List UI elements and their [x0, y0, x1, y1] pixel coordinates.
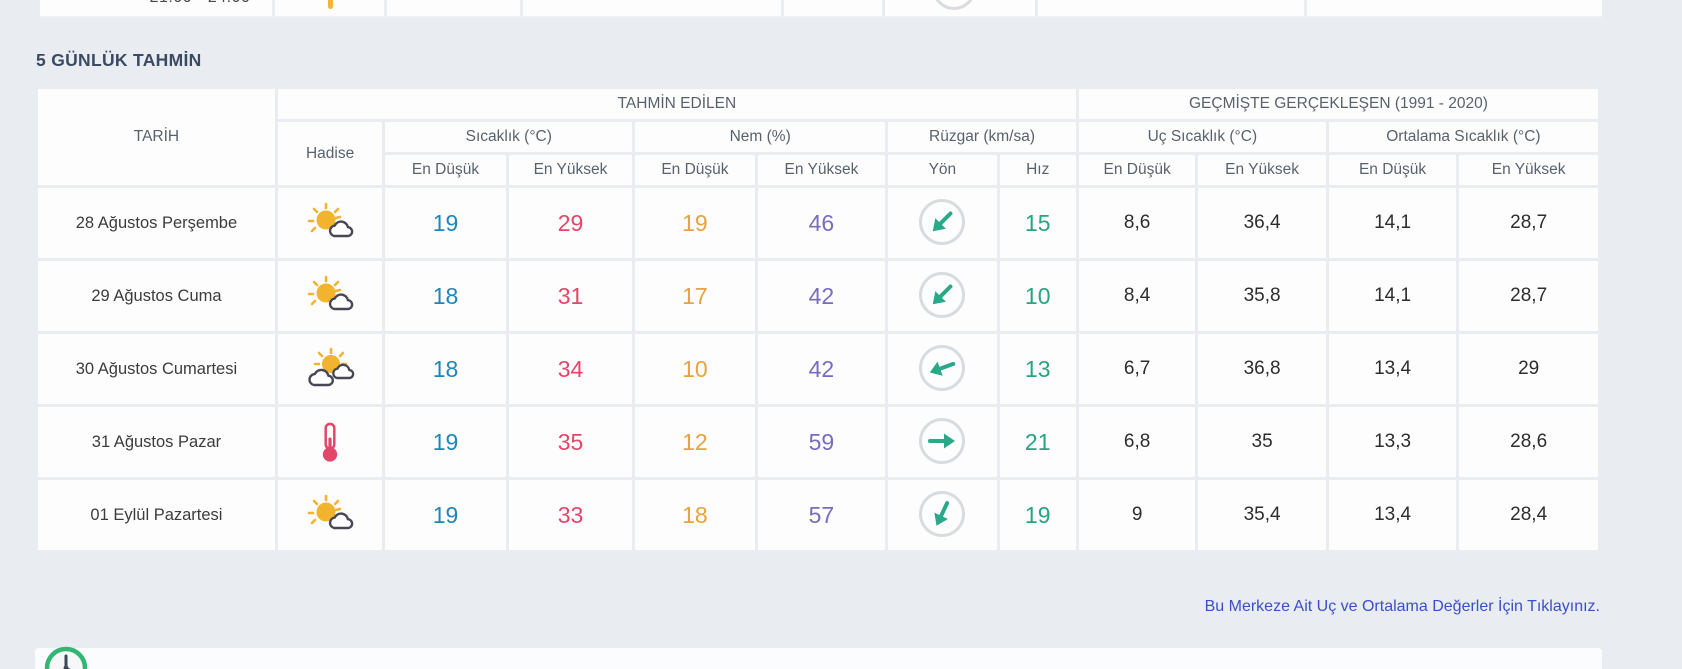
wind-direction-icon [888, 480, 997, 550]
temp-min-value: 18 [385, 261, 506, 331]
sun-behind-cloud-icon [277, 261, 383, 331]
temp-max-value: 33 [508, 480, 633, 550]
subheader-temp-max: En Yüksek [508, 155, 633, 185]
sun-with-clouds-icon [277, 334, 383, 404]
subheader-extreme-max: En Yüksek [1198, 155, 1326, 185]
group-header-predicted: TAHMİN EDİLEN [277, 89, 1076, 119]
forecast-row: 30 Ağustos Cumartesi 18 34 10 42 13 6,7 … [38, 334, 1598, 404]
humidity-min-value: 17 [635, 261, 755, 331]
average-max-value: 28,6 [1459, 407, 1598, 477]
subheader-average-max: En Yüksek [1459, 155, 1598, 185]
subheader-humidity-max: En Yüksek [757, 155, 886, 185]
temp-max-value: 31 [508, 261, 633, 331]
wind-speed-value: 13 [999, 334, 1076, 404]
wind-direction-icon [888, 407, 997, 477]
column-header-humidity: Nem (%) [635, 122, 886, 152]
subheader-temp-min: En Düşük [385, 155, 506, 185]
forecast-row: 31 Ağustos Pazar 19 35 12 59 21 6,8 35 1… [38, 407, 1598, 477]
subheader-extreme-min: En Düşük [1078, 155, 1196, 185]
temp-max-value: 35 [508, 407, 633, 477]
thermometer-icon [277, 407, 383, 477]
extreme-max-value: 35,4 [1198, 480, 1326, 550]
clock-icon [43, 645, 89, 669]
wind-speed-value: 19 [999, 480, 1076, 550]
average-min-value: 13,3 [1328, 407, 1457, 477]
average-max-value: 28,7 [1459, 188, 1598, 258]
forecast-row: 29 Ağustos Cuma 18 31 17 42 10 8,4 35,8 … [38, 261, 1598, 331]
extreme-max-value: 36,4 [1198, 188, 1326, 258]
humidity-min-value: 10 [635, 334, 755, 404]
average-min-value: 14,1 [1328, 261, 1457, 331]
wind-speed-value: 15 [999, 188, 1076, 258]
subheader-wind-direction: Yön [888, 155, 997, 185]
wind-speed-value: 21 [999, 407, 1076, 477]
subheader-average-min: En Düşük [1328, 155, 1457, 185]
average-max-value: 28,7 [1459, 261, 1598, 331]
humidity-max-value: 59 [757, 407, 886, 477]
partial-wind-direction-icon [932, 0, 976, 10]
forecast-row: 28 Ağustos Perşembe 19 29 19 46 15 8,6 3… [38, 188, 1598, 258]
humidity-max-value: 42 [757, 261, 886, 331]
partial-weather-icon [328, 0, 333, 9]
column-header-date: TARİH [38, 89, 275, 185]
temp-max-value: 29 [508, 188, 633, 258]
wind-direction-icon [888, 188, 997, 258]
extreme-min-value: 6,7 [1078, 334, 1196, 404]
hourly-table-partial-row: 21:00 - 24:00 [40, 0, 1602, 18]
forecast-date: 01 Eylül Pazartesi [38, 480, 275, 550]
subheader-humidity-min: En Düşük [635, 155, 755, 185]
humidity-max-value: 42 [757, 334, 886, 404]
temp-min-value: 19 [385, 407, 506, 477]
temp-min-value: 19 [385, 480, 506, 550]
column-header-extreme-temp: Uç Sıcaklık (°C) [1078, 122, 1326, 152]
average-min-value: 13,4 [1328, 480, 1457, 550]
temp-max-value: 34 [508, 334, 633, 404]
temp-min-value: 18 [385, 334, 506, 404]
column-header-average-temp: Ortalama Sıcaklık (°C) [1328, 122, 1598, 152]
extreme-max-value: 35 [1198, 407, 1326, 477]
group-header-historical: GEÇMİŞTE GERÇEKLEŞEN (1991 - 2020) [1078, 89, 1598, 119]
humidity-min-value: 12 [635, 407, 755, 477]
extreme-min-value: 6,8 [1078, 407, 1196, 477]
humidity-min-value: 19 [635, 188, 755, 258]
average-max-value: 29 [1459, 334, 1598, 404]
extreme-max-value: 35,8 [1198, 261, 1326, 331]
column-header-temperature: Sıcaklık (°C) [385, 122, 633, 152]
extreme-min-value: 9 [1078, 480, 1196, 550]
forecast-date: 31 Ağustos Pazar [38, 407, 275, 477]
forecast-row: 01 Eylül Pazartesi 19 33 18 57 19 9 35,4… [38, 480, 1598, 550]
wind-direction-icon [888, 261, 997, 331]
historical-values-link[interactable]: Bu Merkeze Ait Uç ve Ortalama Değerler İ… [1204, 598, 1600, 615]
average-max-value: 28,4 [1459, 480, 1598, 550]
forecast-date: 30 Ağustos Cumartesi [38, 334, 275, 404]
extreme-min-value: 8,4 [1078, 261, 1196, 331]
humidity-max-value: 46 [757, 188, 886, 258]
extreme-min-value: 8,6 [1078, 188, 1196, 258]
subheader-wind-speed: Hız [999, 155, 1076, 185]
column-header-wind: Rüzgar (km/sa) [888, 122, 1076, 152]
sun-behind-cloud-icon [277, 480, 383, 550]
humidity-min-value: 18 [635, 480, 755, 550]
temp-min-value: 19 [385, 188, 506, 258]
forecast-date: 28 Ağustos Perşembe [38, 188, 275, 258]
humidity-max-value: 57 [757, 480, 886, 550]
column-header-event: Hadise [277, 122, 383, 185]
forecast-date: 29 Ağustos Cuma [38, 261, 275, 331]
page-title: 5 GÜNLÜK TAHMİN [36, 50, 202, 70]
wind-speed-value: 10 [999, 261, 1076, 331]
average-min-value: 14,1 [1328, 188, 1457, 258]
average-min-value: 13,4 [1328, 334, 1457, 404]
hourly-time-range: 21:00 - 24:00 [100, 0, 300, 7]
sun-behind-cloud-icon [277, 188, 383, 258]
wind-direction-icon [888, 334, 997, 404]
extreme-max-value: 36,8 [1198, 334, 1326, 404]
hourly-forecast-panel-partial [35, 645, 1602, 669]
five-day-forecast-table: TARİH TAHMİN EDİLEN GEÇMİŞTE GERÇEKLEŞEN… [35, 86, 1601, 553]
